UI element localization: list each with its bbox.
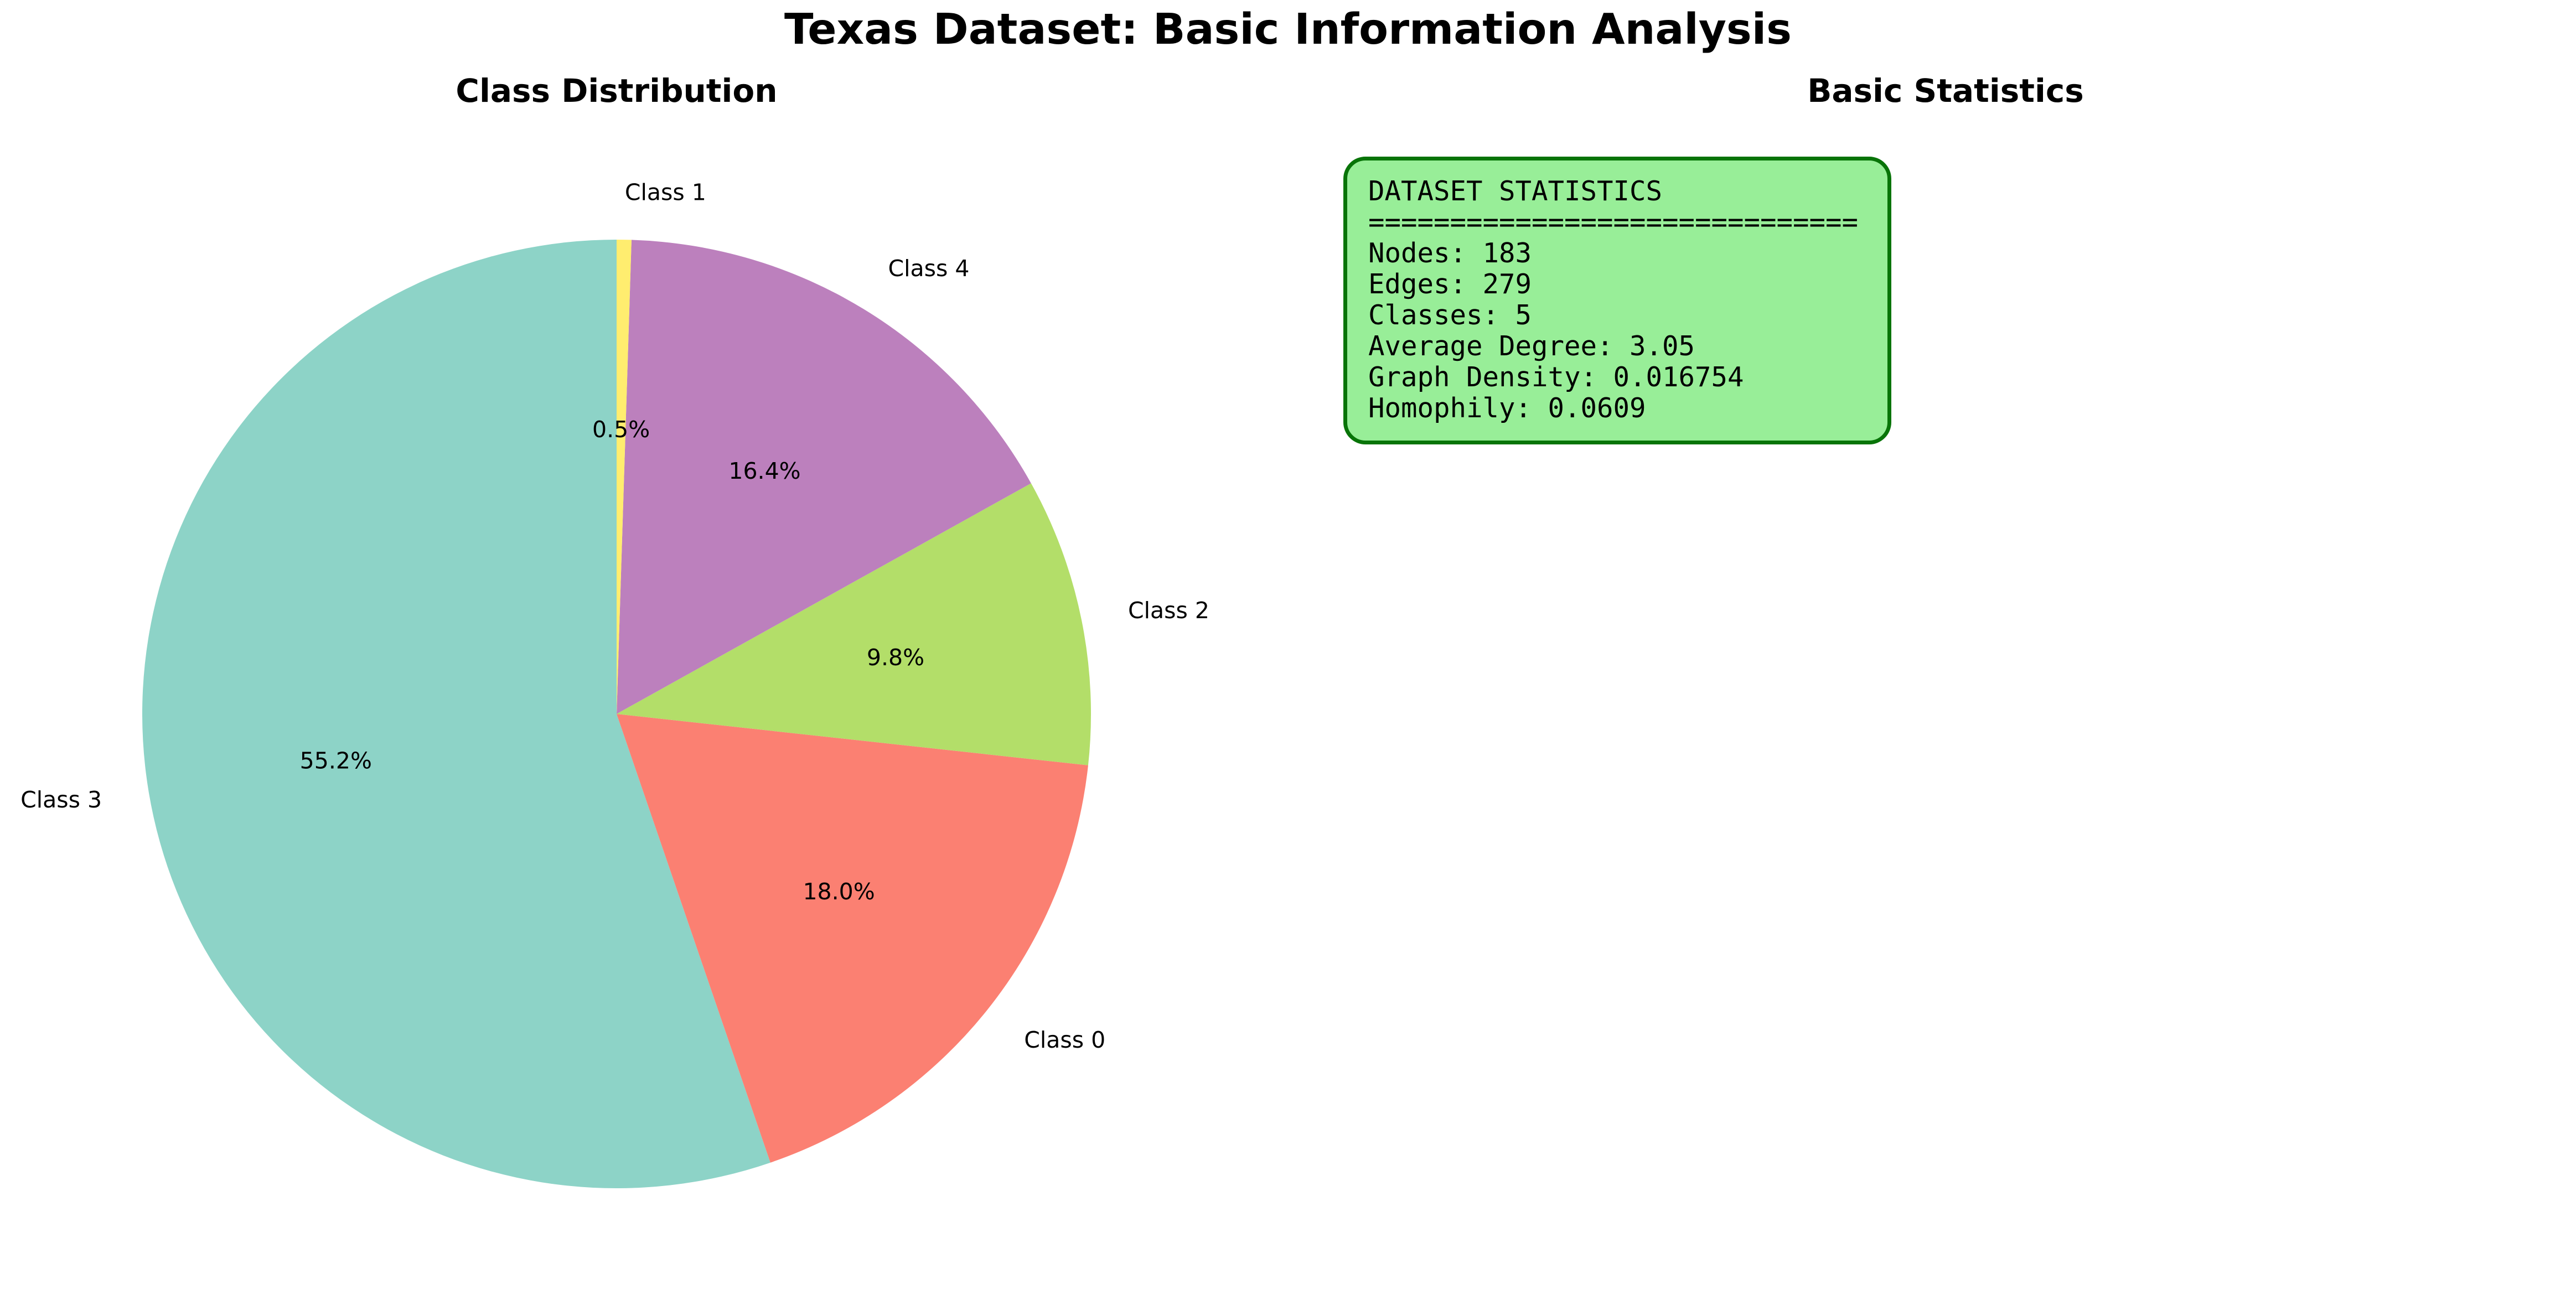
pie-slice-class-4: [617, 240, 1031, 714]
stats-line: Nodes: 183: [1368, 237, 1532, 269]
pie-percent-label: 18.0%: [803, 878, 875, 905]
stats-line: Edges: 279: [1368, 268, 1532, 300]
pie-category-label: Class 3: [20, 786, 102, 813]
stats-line: Homophily: 0.0609: [1368, 392, 1646, 424]
pie-category-label: Class 0: [1024, 1027, 1105, 1053]
figure-title: Texas Dataset: Basic Information Analysi…: [784, 5, 1792, 54]
stats-line: Graph Density: 0.016754: [1368, 361, 1744, 393]
pie-category-label: Class 2: [1128, 597, 1209, 624]
stats-line: Average Degree: 3.05: [1368, 330, 1695, 362]
pie-chart: 55.2% Class 3 18.0% Class 0 9.8% Class 2 16.4%…: [20, 179, 1209, 1189]
stats-panel-title: Basic Statistics: [1807, 72, 2084, 110]
pie-slice-class-3: [142, 240, 770, 1189]
pie-percent-label: 0.5%: [592, 416, 650, 443]
pie-percent-label: 16.4%: [728, 458, 800, 484]
stats-line: Classes: 5: [1368, 299, 1532, 331]
pie-percent-label: 55.2%: [300, 748, 372, 774]
pie-category-label: Class 4: [888, 255, 969, 282]
stats-box: DATASET STATISTICS ======================…: [1343, 157, 1891, 444]
pie-panel-title: Class Distribution: [456, 72, 777, 110]
stats-divider: ==============================: [1368, 206, 1859, 238]
stats-heading: DATASET STATISTICS: [1368, 175, 1663, 207]
pie-slice-class-1: [617, 240, 632, 714]
pie-percent-label: 9.8%: [867, 644, 924, 671]
pie-category-label: Class 1: [625, 179, 706, 205]
pie-slice-class-0: [617, 714, 1088, 1163]
pie-slice-class-2: [617, 483, 1092, 765]
